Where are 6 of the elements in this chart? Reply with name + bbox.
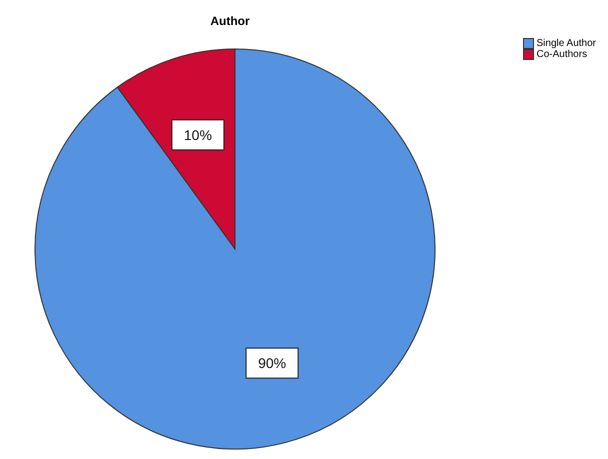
pie-slice [34, 48, 436, 450]
legend-label: Co-Authors [536, 49, 588, 60]
data-label: 90% [258, 355, 286, 372]
data-label: 10% [184, 126, 212, 143]
chart-title: Author [209, 14, 251, 28]
legend-label: Single Author [536, 38, 596, 49]
